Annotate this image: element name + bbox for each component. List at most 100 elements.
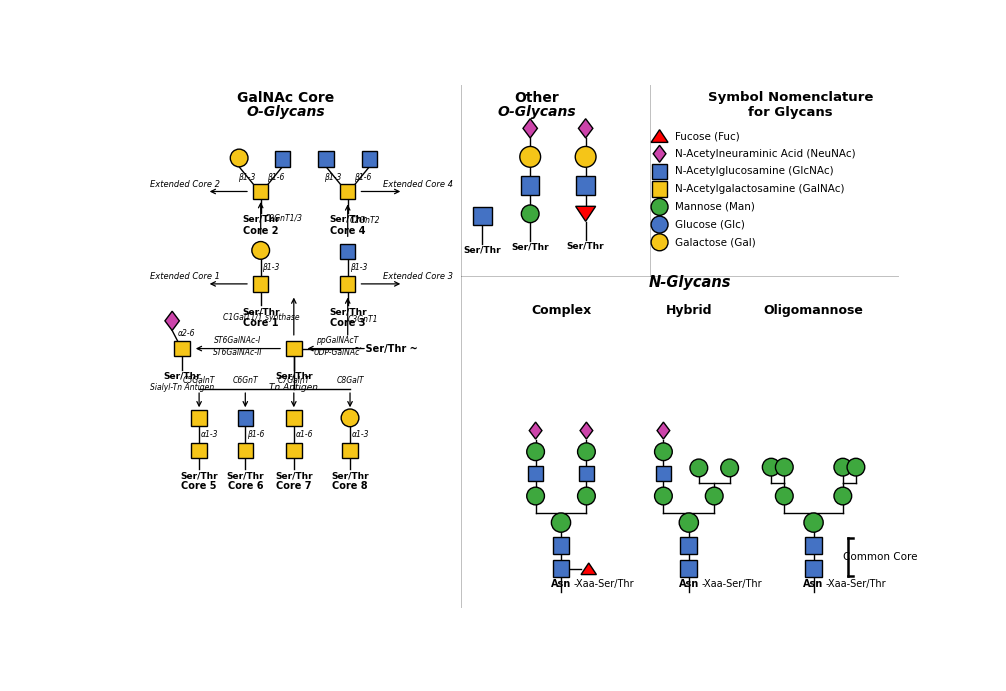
Circle shape [341, 409, 359, 427]
Circle shape [551, 513, 570, 532]
Text: Core 7: Core 7 [276, 482, 312, 491]
Text: N-Glycans: N-Glycans [649, 275, 731, 290]
Text: Tn Antigen: Tn Antigen [270, 383, 318, 392]
Text: ppGalNAcT: ppGalNAcT [316, 337, 358, 346]
Text: Symbol Nomenclature: Symbol Nomenclature [708, 91, 873, 104]
Text: Ser/Thr: Ser/Thr [163, 372, 201, 381]
Text: O-Glycans: O-Glycans [497, 105, 575, 119]
Circle shape [521, 205, 539, 223]
Circle shape [651, 198, 668, 216]
Circle shape [834, 487, 852, 505]
FancyBboxPatch shape [652, 182, 667, 197]
Text: α2-6: α2-6 [178, 329, 195, 338]
Text: Ser/Thr: Ser/Thr [275, 471, 313, 480]
Text: Extended Core 3: Extended Core 3 [383, 272, 453, 281]
Text: N-Acetylneuraminic Acid (NeuNAc): N-Acetylneuraminic Acid (NeuNAc) [675, 149, 855, 159]
Text: Ser/Thr: Ser/Thr [329, 307, 366, 316]
FancyBboxPatch shape [275, 151, 290, 167]
FancyBboxPatch shape [680, 537, 697, 554]
Circle shape [720, 459, 738, 477]
Text: β1-6: β1-6 [268, 173, 285, 182]
FancyBboxPatch shape [528, 466, 543, 481]
Text: C7GalnT: C7GalnT [278, 377, 310, 386]
Text: Core 6: Core 6 [227, 482, 263, 491]
Text: Asn: Asn [551, 579, 571, 589]
Text: Mannose (Man): Mannose (Man) [675, 202, 754, 212]
FancyBboxPatch shape [473, 207, 492, 225]
Text: Galactose (Gal): Galactose (Gal) [675, 237, 756, 247]
Text: C6GnT: C6GnT [232, 377, 259, 386]
FancyBboxPatch shape [319, 151, 334, 167]
Text: O-Glycans: O-Glycans [246, 105, 325, 119]
FancyBboxPatch shape [361, 151, 377, 167]
Text: Other: Other [514, 91, 558, 104]
Circle shape [520, 146, 540, 167]
FancyBboxPatch shape [656, 466, 671, 481]
Text: β1-6: β1-6 [247, 430, 265, 439]
Circle shape [655, 443, 672, 461]
Polygon shape [657, 422, 670, 439]
Text: Core 3: Core 3 [330, 318, 365, 328]
Circle shape [575, 146, 596, 167]
Text: N-Acetylglucosamine (GlcNAc): N-Acetylglucosamine (GlcNAc) [675, 167, 834, 176]
Text: Ser/Thr: Ser/Thr [180, 471, 218, 480]
Text: Extended Core 4: Extended Core 4 [383, 180, 453, 189]
FancyBboxPatch shape [286, 341, 302, 357]
Text: β1-3: β1-3 [262, 263, 280, 272]
Text: Ser/Thr: Ser/Thr [241, 215, 280, 224]
Text: Core 1: Core 1 [243, 318, 279, 328]
Text: α1-3: α1-3 [352, 430, 369, 439]
FancyBboxPatch shape [805, 560, 822, 577]
Circle shape [804, 513, 823, 532]
Circle shape [230, 149, 248, 167]
Text: ~ Ser/Thr ~: ~ Ser/Thr ~ [354, 343, 418, 354]
FancyBboxPatch shape [578, 466, 595, 481]
Circle shape [651, 234, 668, 251]
Text: Asn: Asn [679, 579, 699, 589]
Text: -Xaa-Ser/Thr: -Xaa-Ser/Thr [701, 579, 762, 589]
Text: -Xaa-Ser/Thr: -Xaa-Ser/Thr [826, 579, 886, 589]
Circle shape [834, 458, 852, 476]
Text: β1-3: β1-3 [324, 173, 341, 182]
Polygon shape [523, 119, 537, 138]
Text: Ser/Thr: Ser/Thr [226, 471, 265, 480]
FancyBboxPatch shape [552, 537, 569, 554]
Circle shape [527, 443, 544, 461]
Circle shape [679, 513, 698, 532]
Text: Sialyl-Tn Antigen: Sialyl-Tn Antigen [150, 383, 214, 392]
Polygon shape [653, 145, 666, 162]
Text: Ser/Thr: Ser/Thr [464, 245, 501, 254]
Circle shape [577, 487, 596, 505]
Circle shape [776, 487, 793, 505]
Text: ST6GalNAc-I: ST6GalNAc-I [214, 337, 262, 346]
Polygon shape [575, 207, 596, 221]
Circle shape [690, 459, 707, 477]
Text: GalNAc Core: GalNAc Core [237, 91, 335, 104]
Text: Hybrid: Hybrid [666, 304, 712, 317]
Text: Ser/Thr: Ser/Thr [566, 242, 605, 251]
Circle shape [252, 242, 270, 259]
Text: β1-3: β1-3 [238, 173, 256, 182]
Text: α1-6: α1-6 [296, 430, 313, 439]
FancyBboxPatch shape [286, 410, 302, 426]
Text: C2GnT1/3: C2GnT1/3 [265, 214, 303, 223]
Text: Common Core: Common Core [843, 552, 917, 562]
FancyBboxPatch shape [237, 410, 253, 426]
Circle shape [847, 458, 865, 476]
Text: Ser/Thr: Ser/Thr [329, 215, 366, 224]
Text: C8GalT: C8GalT [336, 377, 364, 386]
FancyBboxPatch shape [521, 176, 539, 195]
FancyBboxPatch shape [191, 442, 207, 458]
Text: Asn: Asn [804, 579, 824, 589]
FancyBboxPatch shape [576, 176, 595, 195]
Text: Core 2: Core 2 [243, 226, 279, 236]
Text: Ser/Thr: Ser/Thr [511, 243, 549, 252]
Circle shape [651, 216, 668, 233]
Text: ST6GalNAc-II: ST6GalNAc-II [213, 348, 263, 357]
Text: Ser/Thr: Ser/Thr [331, 471, 369, 480]
Text: Fucose (Fuc): Fucose (Fuc) [675, 131, 739, 141]
FancyBboxPatch shape [340, 184, 355, 199]
Circle shape [763, 458, 780, 476]
Text: N-Acetylgalactosamine (GalNAc): N-Acetylgalactosamine (GalNAc) [675, 184, 844, 194]
Text: -Xaa-Ser/Thr: -Xaa-Ser/Thr [573, 579, 634, 589]
